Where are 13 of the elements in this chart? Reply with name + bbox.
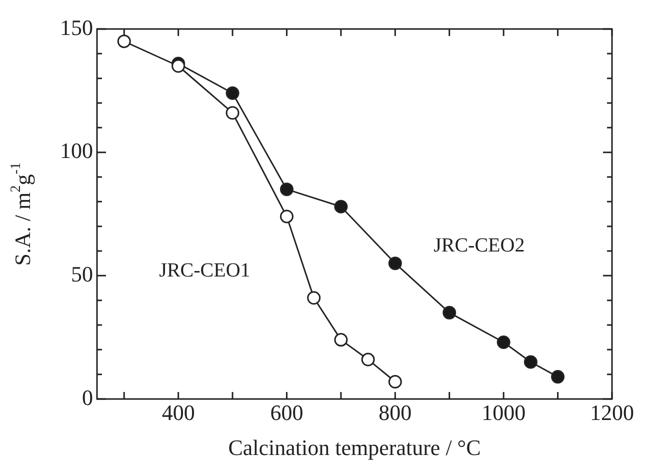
x-tick-label: 800	[378, 400, 412, 425]
y-tick-label: 100	[60, 138, 93, 164]
text: JRC-CEO1	[159, 260, 250, 282]
y-axis-title: S.A. / m2g-1	[8, 162, 35, 266]
x-tick-label: 1200	[590, 400, 634, 425]
series-label: JRC-CEO2	[434, 234, 525, 257]
x-tick-label: 600	[270, 400, 304, 425]
x-axis-title: Calcination temperature / °C	[228, 434, 481, 460]
y-tick-label: 0	[82, 384, 93, 410]
x-tick-label: 400	[162, 400, 195, 425]
y-tick-label: 50	[71, 261, 93, 286]
y-tick-label: 150	[60, 14, 93, 40]
x-tick-label: 1000	[482, 400, 526, 425]
